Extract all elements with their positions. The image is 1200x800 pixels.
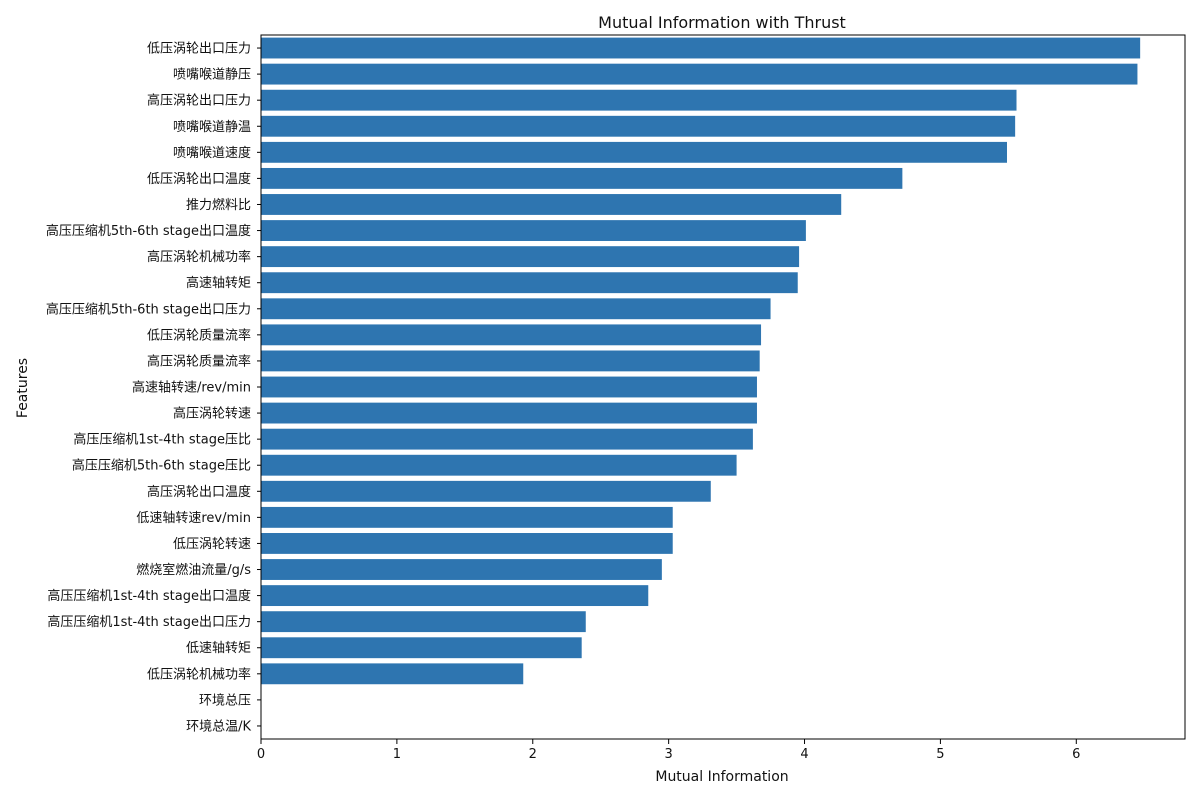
bar	[261, 533, 673, 554]
x-tick-label: 3	[665, 747, 673, 762]
bar	[261, 454, 737, 476]
y-tick-label: 喷嘴喉道静温	[173, 120, 251, 135]
y-tick-label: 高压压缩机5th-6th stage压比	[72, 458, 251, 474]
y-tick-label: 推力燃料比	[186, 197, 251, 213]
y-tick-label: 喷嘴喉道静压	[173, 68, 251, 83]
bar	[261, 611, 586, 633]
bar	[261, 506, 673, 528]
y-tick-label: 高速轴转矩	[186, 275, 251, 291]
bar	[261, 585, 649, 607]
bar	[261, 194, 842, 215]
y-tick-label: 高速轴转速/rev/min	[132, 380, 251, 396]
x-tick-label: 5	[936, 747, 944, 762]
bar	[261, 167, 903, 189]
x-axis-ticks: 0 1 2 3 4 5 6	[257, 739, 1080, 762]
bar	[261, 480, 711, 502]
y-tick-label: 高压涡轮质量流率	[147, 353, 251, 369]
bar	[261, 637, 582, 659]
bar	[261, 428, 753, 450]
y-tick-label: 高压压缩机5th-6th stage出口温度	[46, 223, 251, 239]
y-tick-label: 高压压缩机1st-4th stage出口压力	[47, 614, 251, 630]
y-tick-label: 高压涡轮机械功率	[147, 249, 251, 265]
bar	[261, 402, 757, 424]
y-tick-label: 高压涡轮出口温度	[147, 484, 251, 500]
y-tick-label: 高压涡轮出口压力	[147, 93, 251, 109]
y-tick-label: 燃烧室燃油流量/g/s	[136, 562, 251, 578]
y-tick-label: 低压涡轮质量流率	[147, 327, 251, 343]
y-tick-label: 环境总温/K	[186, 719, 251, 734]
y-tick-label: 高压压缩机1st-4th stage压比	[73, 432, 251, 448]
bar	[261, 115, 1016, 137]
y-tick-label: 低压涡轮机械功率	[147, 666, 251, 682]
y-tick-label: 低压涡轮转速	[173, 537, 251, 552]
x-tick-label: 2	[529, 747, 537, 762]
y-tick-labels: 低压涡轮出口压力喷嘴喉道静压高压涡轮出口压力喷嘴喉道静温喷嘴喉道速度低压涡轮出口…	[46, 42, 261, 734]
y-tick-label: 喷嘴喉道速度	[173, 145, 251, 161]
bar	[261, 663, 524, 685]
bar	[261, 37, 1141, 59]
plot-frame	[260, 34, 1186, 740]
y-tick-label: 高压涡轮转速	[173, 406, 251, 422]
x-tick-label: 6	[1072, 747, 1080, 762]
bar	[261, 141, 1007, 163]
bars-group	[261, 37, 1141, 685]
y-tick-label: 低速轴转矩	[186, 641, 251, 656]
y-tick-label: 高压压缩机1st-4th stage出口温度	[47, 588, 251, 604]
bar	[261, 220, 806, 241]
bar	[261, 324, 762, 346]
bar	[261, 272, 798, 294]
x-tick-label: 0	[257, 747, 265, 762]
y-tick-label: 高压压缩机5th-6th stage出口压力	[46, 301, 251, 317]
y-tick-label: 低压涡轮出口压力	[147, 42, 251, 57]
chart-title: Mutual Information with Thrust	[598, 13, 846, 32]
y-tick-label: 低压涡轮出口温度	[147, 171, 251, 187]
y-axis-title: Features	[15, 358, 31, 418]
bar	[261, 63, 1138, 85]
bar	[261, 246, 800, 268]
bar	[261, 559, 662, 580]
y-tick-label: 环境总压	[199, 693, 251, 708]
x-tick-label: 1	[393, 747, 401, 762]
x-axis-title: Mutual Information	[655, 769, 788, 785]
bar	[261, 298, 771, 320]
x-tick-label: 4	[800, 747, 808, 762]
bar	[261, 350, 760, 372]
bar	[261, 376, 757, 398]
bar	[261, 89, 1017, 111]
y-tick-label: 低速轴转速rev/min	[136, 511, 251, 526]
